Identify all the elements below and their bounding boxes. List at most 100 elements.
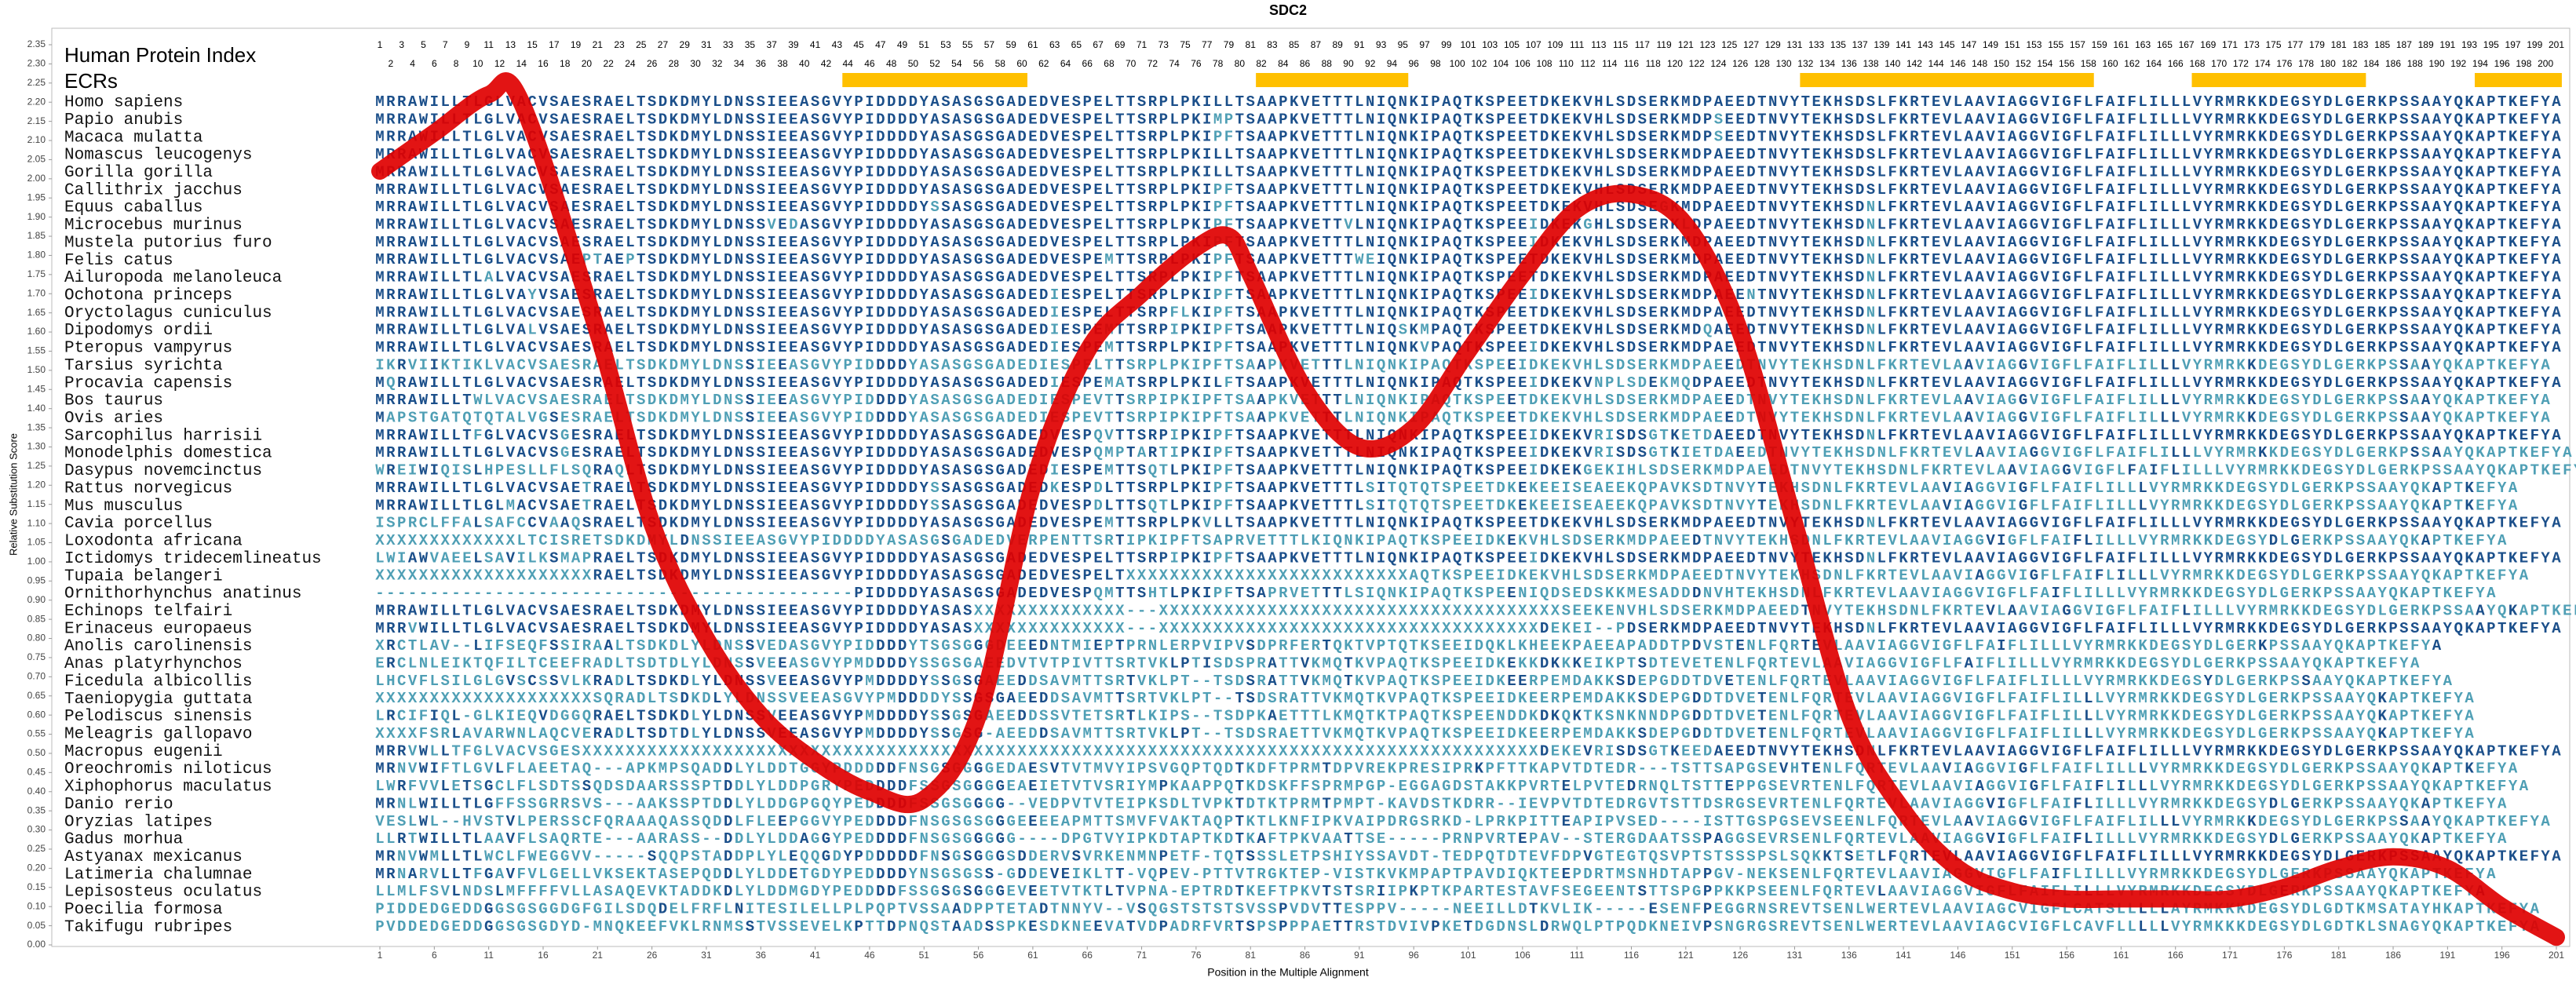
index-number: 80 <box>1235 58 1246 69</box>
index-number: 188 <box>2407 58 2423 69</box>
y-tick-label: 1.75 <box>27 268 46 279</box>
index-number: 143 <box>1917 39 1933 50</box>
index-number: 120 <box>1667 58 1683 69</box>
index-number: 78 <box>1213 58 1224 69</box>
y-tick-label: 2.20 <box>27 96 46 107</box>
index-number: 51 <box>919 39 930 50</box>
index-number: 146 <box>1950 58 1965 69</box>
x-tick-label: 161 <box>2113 950 2129 961</box>
species-name: Lepisosteus oculatus <box>64 884 262 902</box>
score-curve <box>371 72 2565 946</box>
index-number: 10 <box>473 58 483 69</box>
index-number: 159 <box>2092 39 2107 50</box>
index-number: 34 <box>734 58 745 69</box>
index-number: 115 <box>1613 39 1628 50</box>
index-number: 7 <box>443 39 448 50</box>
index-label: Human Protein Index <box>64 43 256 67</box>
index-number: 89 <box>1332 39 1343 50</box>
index-number: 64 <box>1060 58 1071 69</box>
index-number: 124 <box>1710 58 1726 69</box>
y-tick-label: 0.15 <box>27 881 46 892</box>
index-number: 176 <box>2276 58 2292 69</box>
species-name: Felis catus <box>64 252 173 270</box>
index-number: 44 <box>843 58 854 69</box>
index-number: 87 <box>1311 39 1322 50</box>
index-number: 60 <box>1016 58 1027 69</box>
index-number: 198 <box>2516 58 2531 69</box>
species-name: Macropus eugenii <box>64 743 223 761</box>
x-tick-label: 186 <box>2385 950 2401 961</box>
species-name: Echinops telfairi <box>64 603 232 621</box>
x-tick-label: 21 <box>593 950 604 961</box>
index-number: 196 <box>2494 58 2510 69</box>
species-name: Tupaia belangeri <box>64 567 223 585</box>
y-tick-label: 0.50 <box>27 747 46 758</box>
index-number: 114 <box>1602 58 1617 69</box>
index-number: 33 <box>723 39 734 50</box>
index-number: 45 <box>853 39 864 50</box>
x-tick-label: 11 <box>483 950 494 961</box>
index-number: 68 <box>1104 58 1115 69</box>
index-number: 21 <box>593 39 604 50</box>
y-tick-label: 0.40 <box>27 786 46 797</box>
y-tick-label: 1.35 <box>27 421 46 432</box>
x-tick-label: 36 <box>756 950 767 961</box>
y-tick-label: 1.20 <box>27 479 46 490</box>
index-number: 99 <box>1441 39 1452 50</box>
x-tick-label: 146 <box>1950 950 1965 961</box>
index-number: 116 <box>1624 58 1639 69</box>
index-number: 37 <box>766 39 777 50</box>
y-tick-label: 1.00 <box>27 556 46 567</box>
index-number: 109 <box>1547 39 1563 50</box>
species-name: Homo sapiens <box>64 94 183 112</box>
index-number: 11 <box>483 39 494 50</box>
index-number: 147 <box>1961 39 1976 50</box>
x-tick-label: 176 <box>2276 950 2292 961</box>
species-name: Callithrix jacchus <box>64 181 243 199</box>
species-name: Ovis aries <box>64 410 163 428</box>
index-number: 171 <box>2222 39 2238 50</box>
index-number: 145 <box>1939 39 1955 50</box>
index-number: 199 <box>2527 39 2542 50</box>
index-number: 111 <box>1570 39 1585 50</box>
x-tick-label: 41 <box>810 950 821 961</box>
ecr-bar <box>2475 73 2562 87</box>
index-number: 36 <box>756 58 767 69</box>
index-number: 86 <box>1300 58 1311 69</box>
index-number: 197 <box>2505 39 2521 50</box>
index-number: 28 <box>669 58 680 69</box>
index-number: 187 <box>2396 39 2412 50</box>
index-number: 76 <box>1191 58 1202 69</box>
x-tick-label: 196 <box>2494 950 2510 961</box>
x-tick-label: 61 <box>1027 950 1038 961</box>
y-tick-label: 0.85 <box>27 613 46 624</box>
index-number: 2 <box>389 58 394 69</box>
x-tick-label: 101 <box>1460 950 1476 961</box>
y-axis-label: Relative Substitution Score <box>7 433 19 556</box>
species-name: Macaca mulatta <box>64 129 203 147</box>
x-axis-label: Position in the Multiple Alignment <box>1207 966 1369 979</box>
index-number: 183 <box>2352 39 2368 50</box>
index-number: 193 <box>2461 39 2477 50</box>
y-tick-label: 0.30 <box>27 824 46 835</box>
x-tick-label: 66 <box>1082 950 1093 961</box>
species-name: Ficedula albicollis <box>64 673 252 691</box>
y-tick-label: 1.40 <box>27 403 46 414</box>
index-number: 31 <box>701 39 712 50</box>
species-name: Oryzias latipes <box>64 813 213 831</box>
index-number: 83 <box>1267 39 1278 50</box>
index-number: 63 <box>1049 39 1060 50</box>
